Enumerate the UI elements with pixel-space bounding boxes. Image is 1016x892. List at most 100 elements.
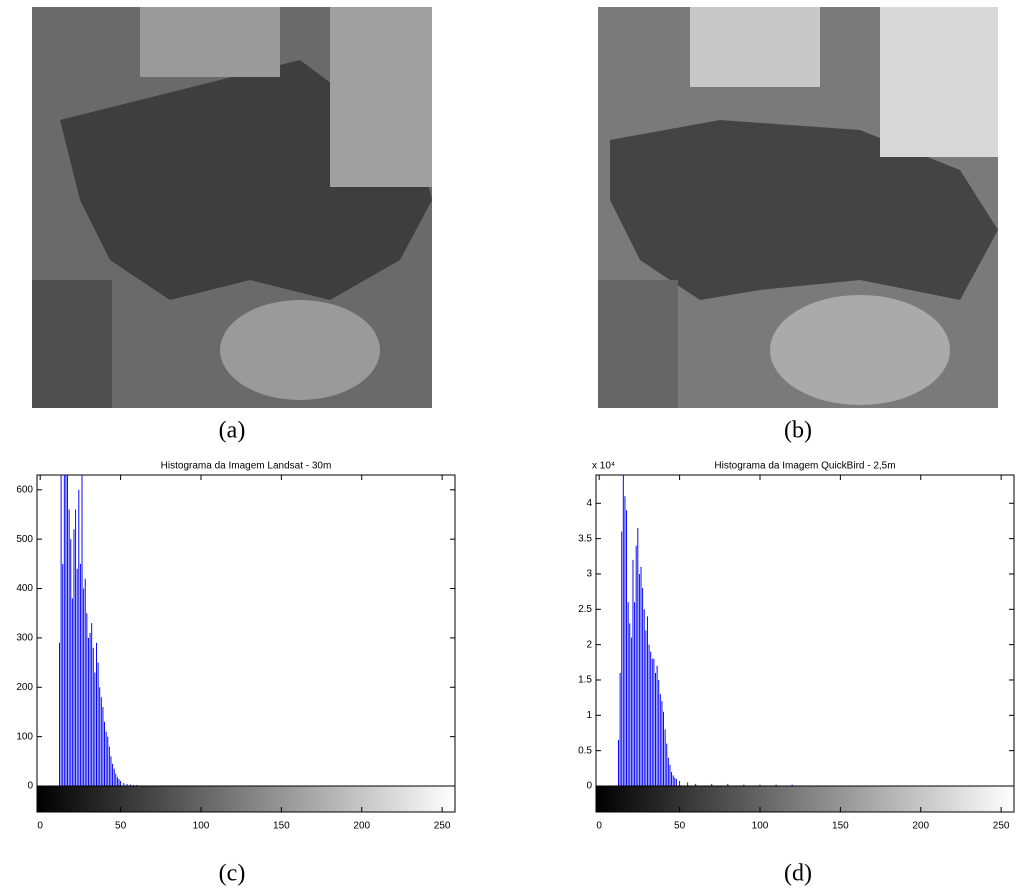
y-scale-label: x 10⁴ — [592, 461, 615, 472]
bar — [68, 509, 70, 786]
bar — [664, 729, 666, 786]
bar — [672, 775, 674, 786]
bar — [91, 623, 93, 786]
colorbar — [36, 785, 456, 813]
bar — [112, 763, 114, 786]
bar — [759, 784, 761, 786]
bar — [62, 563, 64, 786]
plot-area — [595, 474, 1015, 787]
y-tick-label: 1 — [586, 710, 592, 721]
y-tick-label: 1.5 — [578, 675, 592, 686]
bar — [645, 630, 647, 786]
bar — [659, 694, 661, 786]
bar — [113, 768, 115, 786]
x-tick-label: 0 — [596, 821, 602, 832]
y-tick-label: 3.5 — [578, 533, 592, 544]
bar — [94, 672, 96, 786]
bar — [129, 784, 131, 786]
bar — [663, 711, 665, 786]
bar — [110, 756, 112, 786]
bar — [635, 545, 637, 786]
bar — [73, 529, 75, 786]
bar — [87, 637, 89, 786]
bar — [79, 563, 81, 786]
bar — [791, 784, 793, 786]
bar — [674, 777, 676, 786]
y-tick-label: 0.5 — [578, 745, 592, 756]
bar — [108, 746, 110, 786]
bar — [67, 475, 69, 786]
x-tick-label: 250 — [434, 821, 451, 832]
bar — [656, 665, 658, 786]
y-tick-label: 500 — [16, 534, 33, 545]
x-tick-label: 100 — [752, 821, 769, 832]
bar — [105, 731, 107, 786]
bar — [629, 623, 631, 786]
caption: (c) — [219, 861, 246, 887]
bar — [650, 651, 652, 786]
bar — [679, 781, 681, 786]
y-tick-label: 300 — [16, 633, 33, 644]
bar — [123, 783, 125, 786]
bar — [671, 771, 673, 786]
bar — [100, 697, 102, 786]
bar — [92, 647, 94, 786]
bar — [619, 672, 621, 786]
chart-title: Histograma da Imagem QuickBird - 2,5m — [714, 461, 895, 472]
bar — [118, 779, 120, 786]
y-tick-label: 0 — [27, 781, 33, 792]
bar — [96, 642, 97, 786]
x-tick-label: 100 — [193, 821, 210, 832]
plot-area — [36, 474, 456, 787]
x-tick-label: 0 — [37, 821, 43, 832]
image-quickbird — [598, 7, 998, 408]
bar — [653, 658, 655, 786]
x-tick-label: 150 — [273, 821, 290, 832]
bar — [102, 707, 104, 786]
x-tick-label: 200 — [912, 821, 929, 832]
caption: (a) — [219, 418, 246, 444]
bar — [78, 489, 80, 786]
bar — [70, 539, 72, 786]
bars — [59, 475, 144, 786]
bar — [75, 509, 77, 786]
bar — [97, 662, 99, 786]
bar — [655, 672, 656, 786]
bar — [667, 757, 669, 786]
caption: (b) — [784, 418, 812, 444]
y-tick-label: 400 — [16, 583, 33, 594]
bar — [666, 743, 668, 786]
bar — [89, 632, 91, 786]
chart-title: Histograma da Imagem Landsat - 30m — [161, 461, 332, 472]
bars — [618, 475, 793, 786]
bar — [711, 783, 713, 786]
bar — [59, 642, 60, 786]
bar — [727, 783, 729, 786]
bar — [104, 721, 106, 786]
colorbar — [595, 785, 1015, 813]
bar — [627, 602, 629, 786]
bar — [84, 578, 86, 786]
bar — [626, 510, 628, 786]
bar — [71, 598, 73, 786]
bar — [651, 658, 653, 786]
y-tick-label: 2 — [586, 639, 592, 650]
bar — [687, 782, 689, 786]
x-tick-label: 150 — [832, 821, 849, 832]
bar — [646, 616, 648, 786]
bar — [658, 679, 660, 786]
bar — [621, 531, 623, 786]
bar — [624, 496, 626, 786]
bar — [115, 773, 117, 786]
bar — [86, 613, 88, 786]
y-tick-label: 4 — [586, 498, 592, 509]
bar — [618, 740, 619, 786]
caption: (d) — [784, 861, 812, 887]
bar — [63, 475, 65, 786]
bar — [642, 588, 644, 786]
bar — [632, 559, 634, 786]
bar — [775, 784, 777, 786]
image-landsat — [32, 7, 432, 408]
